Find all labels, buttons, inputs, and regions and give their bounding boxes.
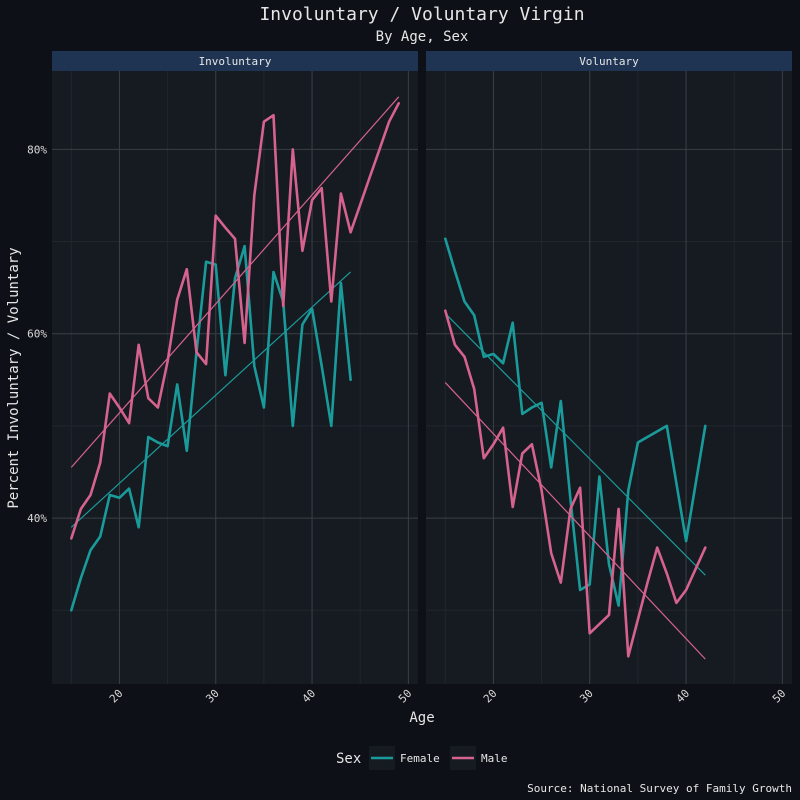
legend-label-male: Male [481,752,508,765]
caption: Source: National Survey of Family Growth [527,782,792,795]
chart-subtitle: By Age, Sex [376,29,469,45]
x-axis-title: Age [409,710,434,726]
y-axis-title: Percent Involuntary / Voluntary [6,247,22,508]
panel-background [426,71,792,684]
strip-label: Involuntary [199,55,272,68]
trend-line-male [70,96,400,468]
strip-background [426,51,792,71]
strip-label: Voluntary [579,55,639,68]
legend-label-female: Female [400,752,440,765]
series-line-female [70,244,352,612]
trend-line-male [444,382,706,660]
trend-line-female [444,313,706,576]
series-line-male [443,309,707,658]
y-tick-label: 80% [27,143,47,156]
series-line-male [70,102,401,540]
y-tick-label: 60% [27,328,47,341]
legend: Sex Female Male [336,746,508,770]
chart-title: Involuntary / Voluntary Virgin [259,4,584,25]
legend-title: Sex [336,751,361,767]
y-tick-label: 40% [27,512,47,525]
strip-background [52,51,418,71]
trend-line-female [70,271,351,528]
